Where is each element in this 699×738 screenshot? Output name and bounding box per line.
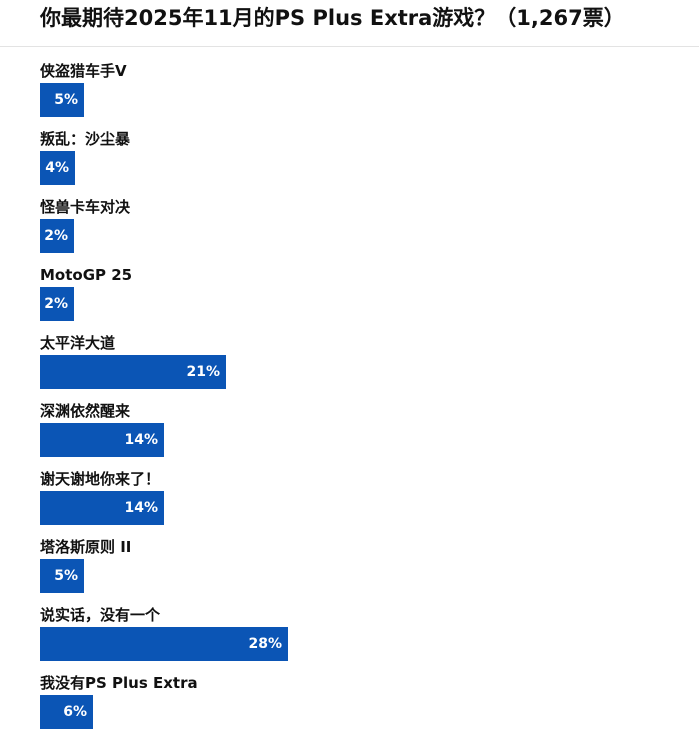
- poll-option: 叛乱：沙尘暴 4%: [40, 126, 680, 194]
- percentage-label: 2%: [44, 296, 68, 312]
- option-label: 说实话，没有一个: [40, 606, 161, 624]
- percentage-label: 21%: [186, 364, 220, 380]
- result-bar: 2%: [40, 287, 74, 321]
- percentage-label: 14%: [124, 500, 158, 516]
- option-label: 怪兽卡车对决: [40, 198, 131, 216]
- percentage-label: 5%: [54, 568, 78, 584]
- result-bar: 28%: [40, 627, 288, 661]
- result-bar: 14%: [40, 423, 164, 457]
- option-label: MotoGP 25: [40, 266, 133, 284]
- option-label: 叛乱：沙尘暴: [40, 130, 131, 148]
- option-label: 谢天谢地你来了！: [40, 470, 161, 488]
- result-bar: 21%: [40, 355, 226, 389]
- option-label: 我没有PS Plus Extra: [40, 674, 198, 692]
- result-bar: 14%: [40, 491, 164, 525]
- poll-option: 怪兽卡车对决 2%: [40, 194, 680, 262]
- percentage-label: 5%: [54, 92, 78, 108]
- poll-option: 塔洛斯原则 II 5%: [40, 534, 680, 602]
- poll-option: 侠盗猎车手V 5%: [40, 58, 680, 126]
- result-bar: 4%: [40, 151, 75, 185]
- poll-option: MotoGP 25 2%: [40, 262, 680, 330]
- result-bar: 5%: [40, 559, 84, 593]
- result-bar: 2%: [40, 219, 74, 253]
- poll-option: 说实话，没有一个 28%: [40, 602, 680, 670]
- percentage-label: 14%: [124, 432, 158, 448]
- poll-option: 谢天谢地你来了！ 14%: [40, 466, 680, 534]
- poll-results-chart: 侠盗猎车手V 5% 叛乱：沙尘暴 4% 怪兽卡车对决 2% MotoGP 25 2% 太平洋大道…: [40, 58, 680, 738]
- percentage-label: 2%: [44, 228, 68, 244]
- option-label: 塔洛斯原则 II: [40, 538, 132, 556]
- percentage-label: 4%: [45, 160, 69, 176]
- percentage-label: 6%: [63, 704, 87, 720]
- poll-option: 我没有PS Plus Extra 6%: [40, 670, 680, 738]
- result-bar: 5%: [40, 83, 84, 117]
- poll-option: 深渊依然醒来 14%: [40, 398, 680, 466]
- poll-header: 你最期待2025年11月的PS Plus Extra游戏？（1,267票）: [0, 0, 699, 47]
- result-bar: 6%: [40, 695, 93, 729]
- poll-option: 太平洋大道 21%: [40, 330, 680, 398]
- percentage-label: 28%: [248, 636, 282, 652]
- option-label: 太平洋大道: [40, 334, 116, 352]
- option-label: 侠盗猎车手V: [40, 62, 127, 80]
- option-label: 深渊依然醒来: [40, 402, 131, 420]
- poll-title: 你最期待2025年11月的PS Plus Extra游戏？（1,267票）: [40, 6, 625, 30]
